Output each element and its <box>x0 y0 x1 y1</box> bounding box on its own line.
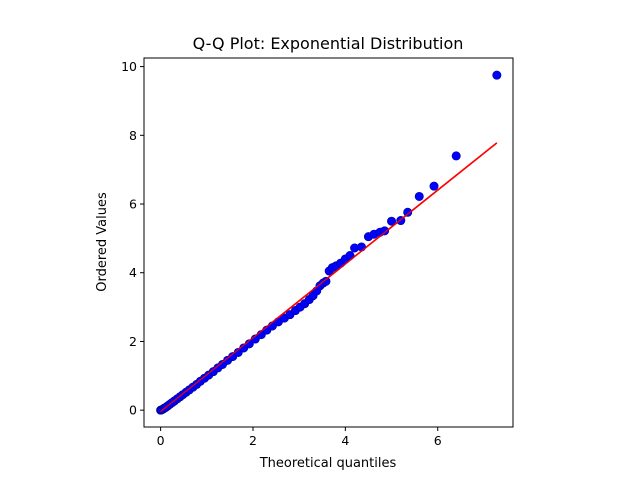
data-point <box>451 151 461 161</box>
x-tick-label: 4 <box>341 433 349 448</box>
axes-frame <box>143 57 514 428</box>
data-point <box>492 70 502 80</box>
chart-title: Q-Q Plot: Exponential Distribution <box>193 34 464 53</box>
data-point <box>403 207 413 217</box>
x-tick-label: 0 <box>157 433 165 448</box>
x-tick-label: 2 <box>249 433 257 448</box>
data-point <box>414 191 424 201</box>
y-axis-ticks: 0 2 4 6 8 10 <box>121 59 144 418</box>
y-axis-label: Ordered Values <box>95 192 110 292</box>
data-point <box>380 226 390 236</box>
y-tick-label: 2 <box>129 334 137 349</box>
fit-line-overlay <box>160 142 498 413</box>
y-tick-label: 10 <box>121 59 137 74</box>
data-point <box>429 181 439 191</box>
data-point <box>387 216 397 226</box>
x-axis-label: Theoretical quantiles <box>259 456 397 471</box>
x-axis-ticks: 0 2 4 6 <box>157 427 442 448</box>
data-point <box>321 276 331 286</box>
y-tick-label: 0 <box>129 403 137 418</box>
x-tick-label: 6 <box>434 433 442 448</box>
y-tick-label: 8 <box>129 128 137 143</box>
y-tick-label: 4 <box>129 265 137 280</box>
data-points <box>156 70 502 415</box>
data-point <box>357 242 367 252</box>
y-tick-label: 6 <box>129 197 137 212</box>
